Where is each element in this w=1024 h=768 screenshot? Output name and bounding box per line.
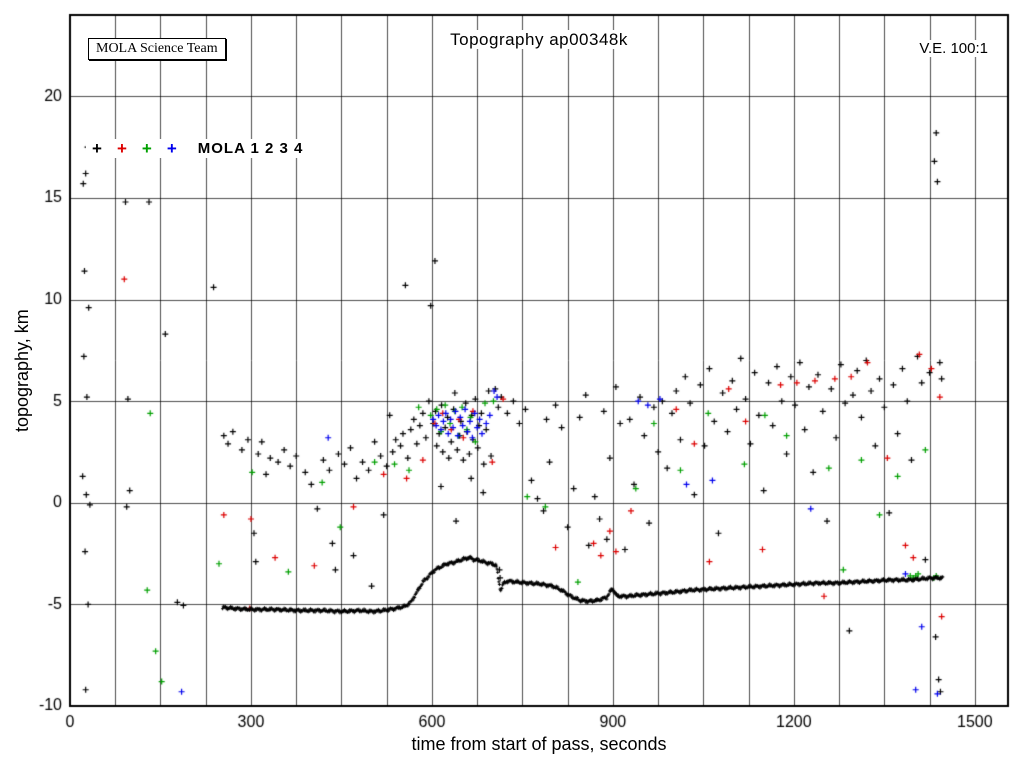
legend-marker-mola2-icon: + <box>116 139 127 158</box>
legend-label: MOLA 1 2 3 4 <box>197 140 304 157</box>
y-axis-title: topography, km <box>12 309 32 432</box>
legend-marker-mola3-icon: + <box>141 139 152 158</box>
legend: + + + + MOLA 1 2 3 4 <box>86 139 310 158</box>
x-axis-title: time from start of pass, seconds <box>411 734 667 754</box>
mola-science-team-box: MOLA Science Team <box>88 38 226 60</box>
vertical-exaggeration-label: V.E. 100:1 <box>915 40 992 57</box>
legend-marker-mola1-icon: + <box>92 139 102 158</box>
legend-marker-mola4-icon: + <box>166 139 177 158</box>
